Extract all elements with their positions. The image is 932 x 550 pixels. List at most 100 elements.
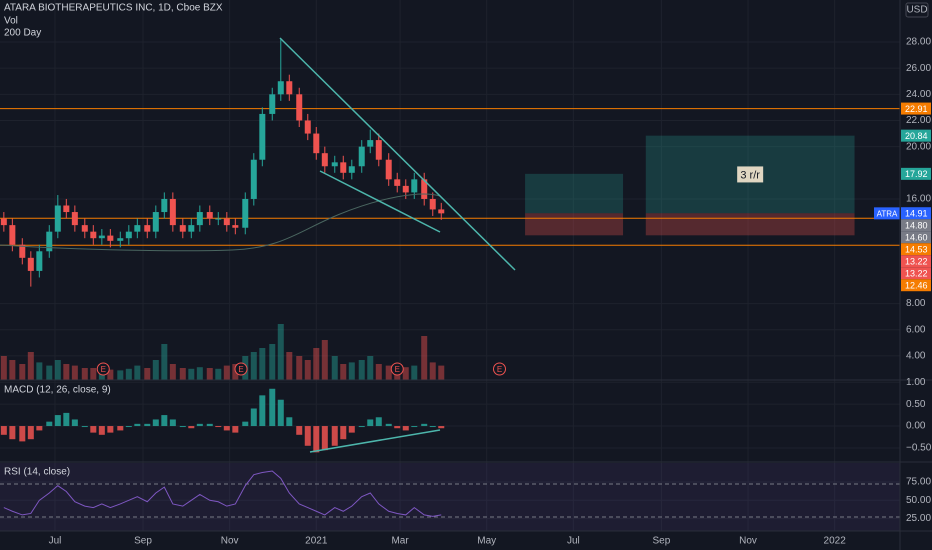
price-label: 22.91 [905,104,928,114]
candle-body [169,198,176,226]
macd-bar [296,426,303,435]
x-tick-label: Sep [653,536,671,547]
price-label: 14.80 [905,221,928,231]
chart-title: ATARA BIOTHERAPEUTICS INC, 1D, Cboe BZX [4,3,223,14]
earnings-marker [390,362,404,376]
earnings-marker [96,362,110,376]
macd-bar [9,426,16,440]
macd-bar [71,419,78,427]
ticker-box [874,207,900,220]
earnings-marker [234,362,248,376]
macd-title: MACD (12, 26, close, 9) [4,385,111,396]
candle-body [250,159,257,199]
macd-bar [223,426,230,431]
volume-label: Vol [4,16,18,27]
trendline-lower [319,170,441,233]
candle-body [90,231,97,239]
x-tick-label: Nov [221,536,239,547]
candle-body [161,198,168,213]
price-label-box [901,219,931,232]
candle-body [277,81,284,95]
candle-body [179,225,186,232]
earnings-label: E [395,365,400,374]
macd-bar [36,426,43,431]
volume-bar [385,365,392,380]
candle-body [421,179,428,199]
macd-bar [161,415,168,427]
y-tick-label: 6.00 [906,324,926,335]
candle-body [269,94,276,114]
x-tick-label: Jul [49,536,62,547]
earnings-label: E [238,365,243,374]
earnings-label: E [497,365,502,374]
candle-body [411,179,418,193]
price-label-box [901,231,931,244]
candle-body [385,159,392,180]
volume-bar [196,367,203,380]
volume-bar [421,336,428,380]
macd-bar [304,426,311,446]
macd-bar [54,415,61,427]
y-tick-label: 1.00 [906,377,926,388]
earnings-label: E [101,365,106,374]
y-tick-label: 22.00 [906,115,931,126]
rr-label: 3 r/r [740,169,760,181]
macd-bar [90,426,97,433]
price-label-box [901,102,931,115]
candle-body [321,153,328,167]
ticker: ATRA [877,209,898,218]
volume-bar [402,367,409,380]
volume-bar [27,352,34,380]
volume-bar [90,368,97,380]
volume-bar [117,370,124,380]
currency[interactable]: USD [906,5,927,16]
candle-body [71,212,78,226]
candle-body [296,94,303,121]
volume-bar [269,344,276,380]
macd-bar [321,426,328,451]
trendline-upper [279,37,516,271]
currency-box[interactable] [905,2,929,18]
candle-body [9,225,16,245]
stop-zone [645,213,855,236]
candle-body [331,162,338,167]
volume-bar [125,368,132,380]
candle-body [394,179,401,186]
volume-bar [223,365,230,380]
volume-bar [331,356,338,380]
volume-bar [9,360,16,380]
macd-bar [313,426,320,453]
volume-bar [0,356,7,380]
price-label: 14.53 [905,245,928,255]
x-tick-label: May [477,536,496,547]
macd-bar [429,426,436,428]
price-label: 14.91 [905,209,928,219]
macd-bar [375,417,382,427]
macd-bar [277,399,284,427]
price-label-box [901,267,931,280]
volume-bar [438,365,445,380]
macd-bar [421,423,428,427]
macd-bar [259,395,266,427]
candle-body [152,212,159,232]
volume-bar [250,352,257,380]
macd-bar [232,426,239,433]
price-label: 14.60 [905,233,928,243]
volume-bar [63,364,70,380]
price-label-box [901,129,931,142]
macd-bar [98,426,105,435]
macd-bar [117,426,124,431]
x-tick-label: 2021 [305,536,328,547]
candle-body [232,225,239,228]
y-tick-label: 25.00 [906,513,931,524]
macd-bar [27,426,34,440]
macd-bar [340,426,347,440]
price-label: 13.22 [905,257,928,267]
volume-bar [179,368,186,380]
macd-bar [215,426,222,428]
macd-bar [411,426,418,428]
volume-bar [286,352,293,380]
price-label-box [901,243,931,256]
volume-bar [134,365,141,380]
